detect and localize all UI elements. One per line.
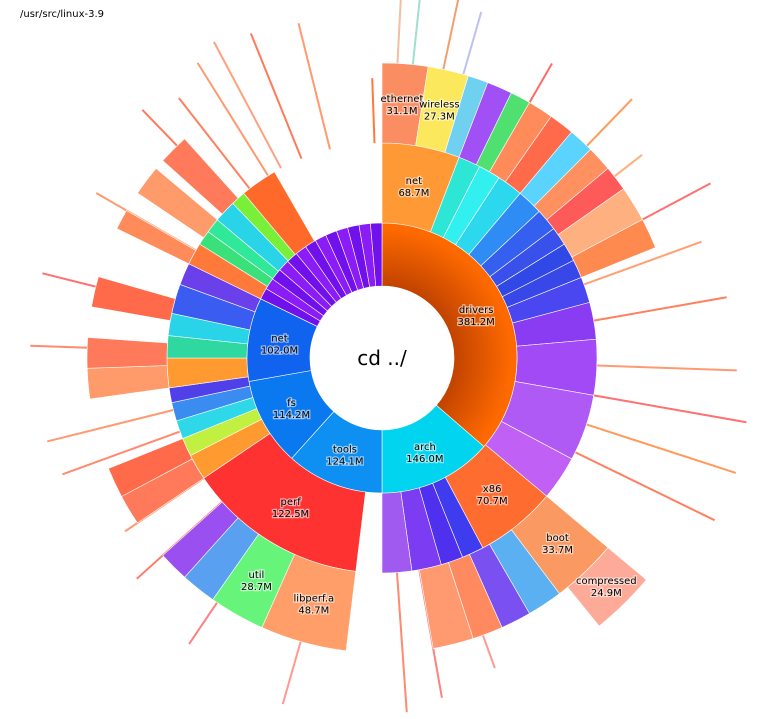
segment-size-label: 146.0M xyxy=(406,454,443,465)
segment-name-label: boot xyxy=(546,533,569,544)
segment-size-label: 122.5M xyxy=(272,509,309,520)
segment-size-label: 102.0M xyxy=(261,346,298,357)
sunburst-leaf[interactable] xyxy=(196,62,269,177)
sunburst-segment[interactable] xyxy=(116,210,197,265)
segment-name-label: net xyxy=(406,176,422,187)
segment-name-label: drivers xyxy=(459,305,494,316)
sunburst-leaf[interactable] xyxy=(62,430,181,476)
sunburst-leaf[interactable] xyxy=(593,296,727,322)
sunburst-leaf[interactable] xyxy=(586,423,737,474)
segment-name-label: util xyxy=(249,570,265,581)
segment-name-label: fs xyxy=(287,398,296,409)
sunburst-leaf[interactable] xyxy=(596,364,737,372)
sunburst-segment-wireless[interactable] xyxy=(415,66,469,153)
segment-size-label: 33.7M xyxy=(542,545,573,556)
sunburst-segment[interactable] xyxy=(162,138,239,215)
segment-name-label: libperf.a xyxy=(294,594,335,605)
segment-name-label: arch xyxy=(414,442,436,453)
sunburst-segment[interactable] xyxy=(91,276,176,322)
sunburst-leaf[interactable] xyxy=(213,41,282,169)
sunburst-segment-util[interactable] xyxy=(212,533,295,628)
segment-size-label: 114.2M xyxy=(273,410,310,421)
sunburst-segment-libperf-a[interactable] xyxy=(261,554,357,652)
sunburst-leaf[interactable] xyxy=(371,78,376,144)
segment-name-label: x86 xyxy=(483,484,502,495)
sunburst-segment[interactable] xyxy=(571,219,656,278)
segment-name-label: net xyxy=(271,334,287,345)
segment-size-label: 68.7M xyxy=(398,188,429,199)
sunburst-segment[interactable] xyxy=(418,562,474,649)
segment-size-label: 27.3M xyxy=(424,112,455,123)
segment-name-label: ethernet xyxy=(381,94,424,105)
segment-size-label: 24.9M xyxy=(591,588,622,599)
segment-name-label: tools xyxy=(333,445,357,456)
sunburst-segment[interactable] xyxy=(137,167,218,239)
segment-size-label: 31.1M xyxy=(387,106,418,117)
sunburst-segment-compressed[interactable] xyxy=(567,547,647,627)
segment-size-label: 48.7M xyxy=(298,606,329,617)
segment-size-label: 124.1M xyxy=(326,457,363,468)
sunburst-leaf[interactable] xyxy=(178,97,251,190)
segment-name-label: wireless xyxy=(419,100,459,111)
sunburst-leaf[interactable] xyxy=(593,394,747,424)
sunburst-leaf[interactable] xyxy=(297,23,331,150)
segment-size-label: 381.2M xyxy=(458,317,495,328)
sunburst-leaf[interactable] xyxy=(396,572,408,713)
sunburst-leaf[interactable] xyxy=(249,33,303,160)
center-up-label: cd ../ xyxy=(357,346,407,370)
sunburst-leaf[interactable] xyxy=(574,451,715,522)
sunburst-leaf[interactable] xyxy=(583,240,702,286)
sunburst-segment[interactable] xyxy=(86,365,170,400)
current-path: /usr/src/linux-3.9 xyxy=(20,9,105,20)
sunburst-segment[interactable] xyxy=(86,337,168,369)
sunburst-segment[interactable] xyxy=(108,438,193,497)
segment-name-label: perf xyxy=(280,497,301,508)
segment-size-label: 70.7M xyxy=(477,496,508,507)
segment-name-label: compressed xyxy=(576,576,637,587)
segment-size-label: 28.7M xyxy=(241,582,272,593)
sunburst-leaf[interactable] xyxy=(47,409,174,443)
center-up-button[interactable]: cd ../ xyxy=(310,286,454,430)
